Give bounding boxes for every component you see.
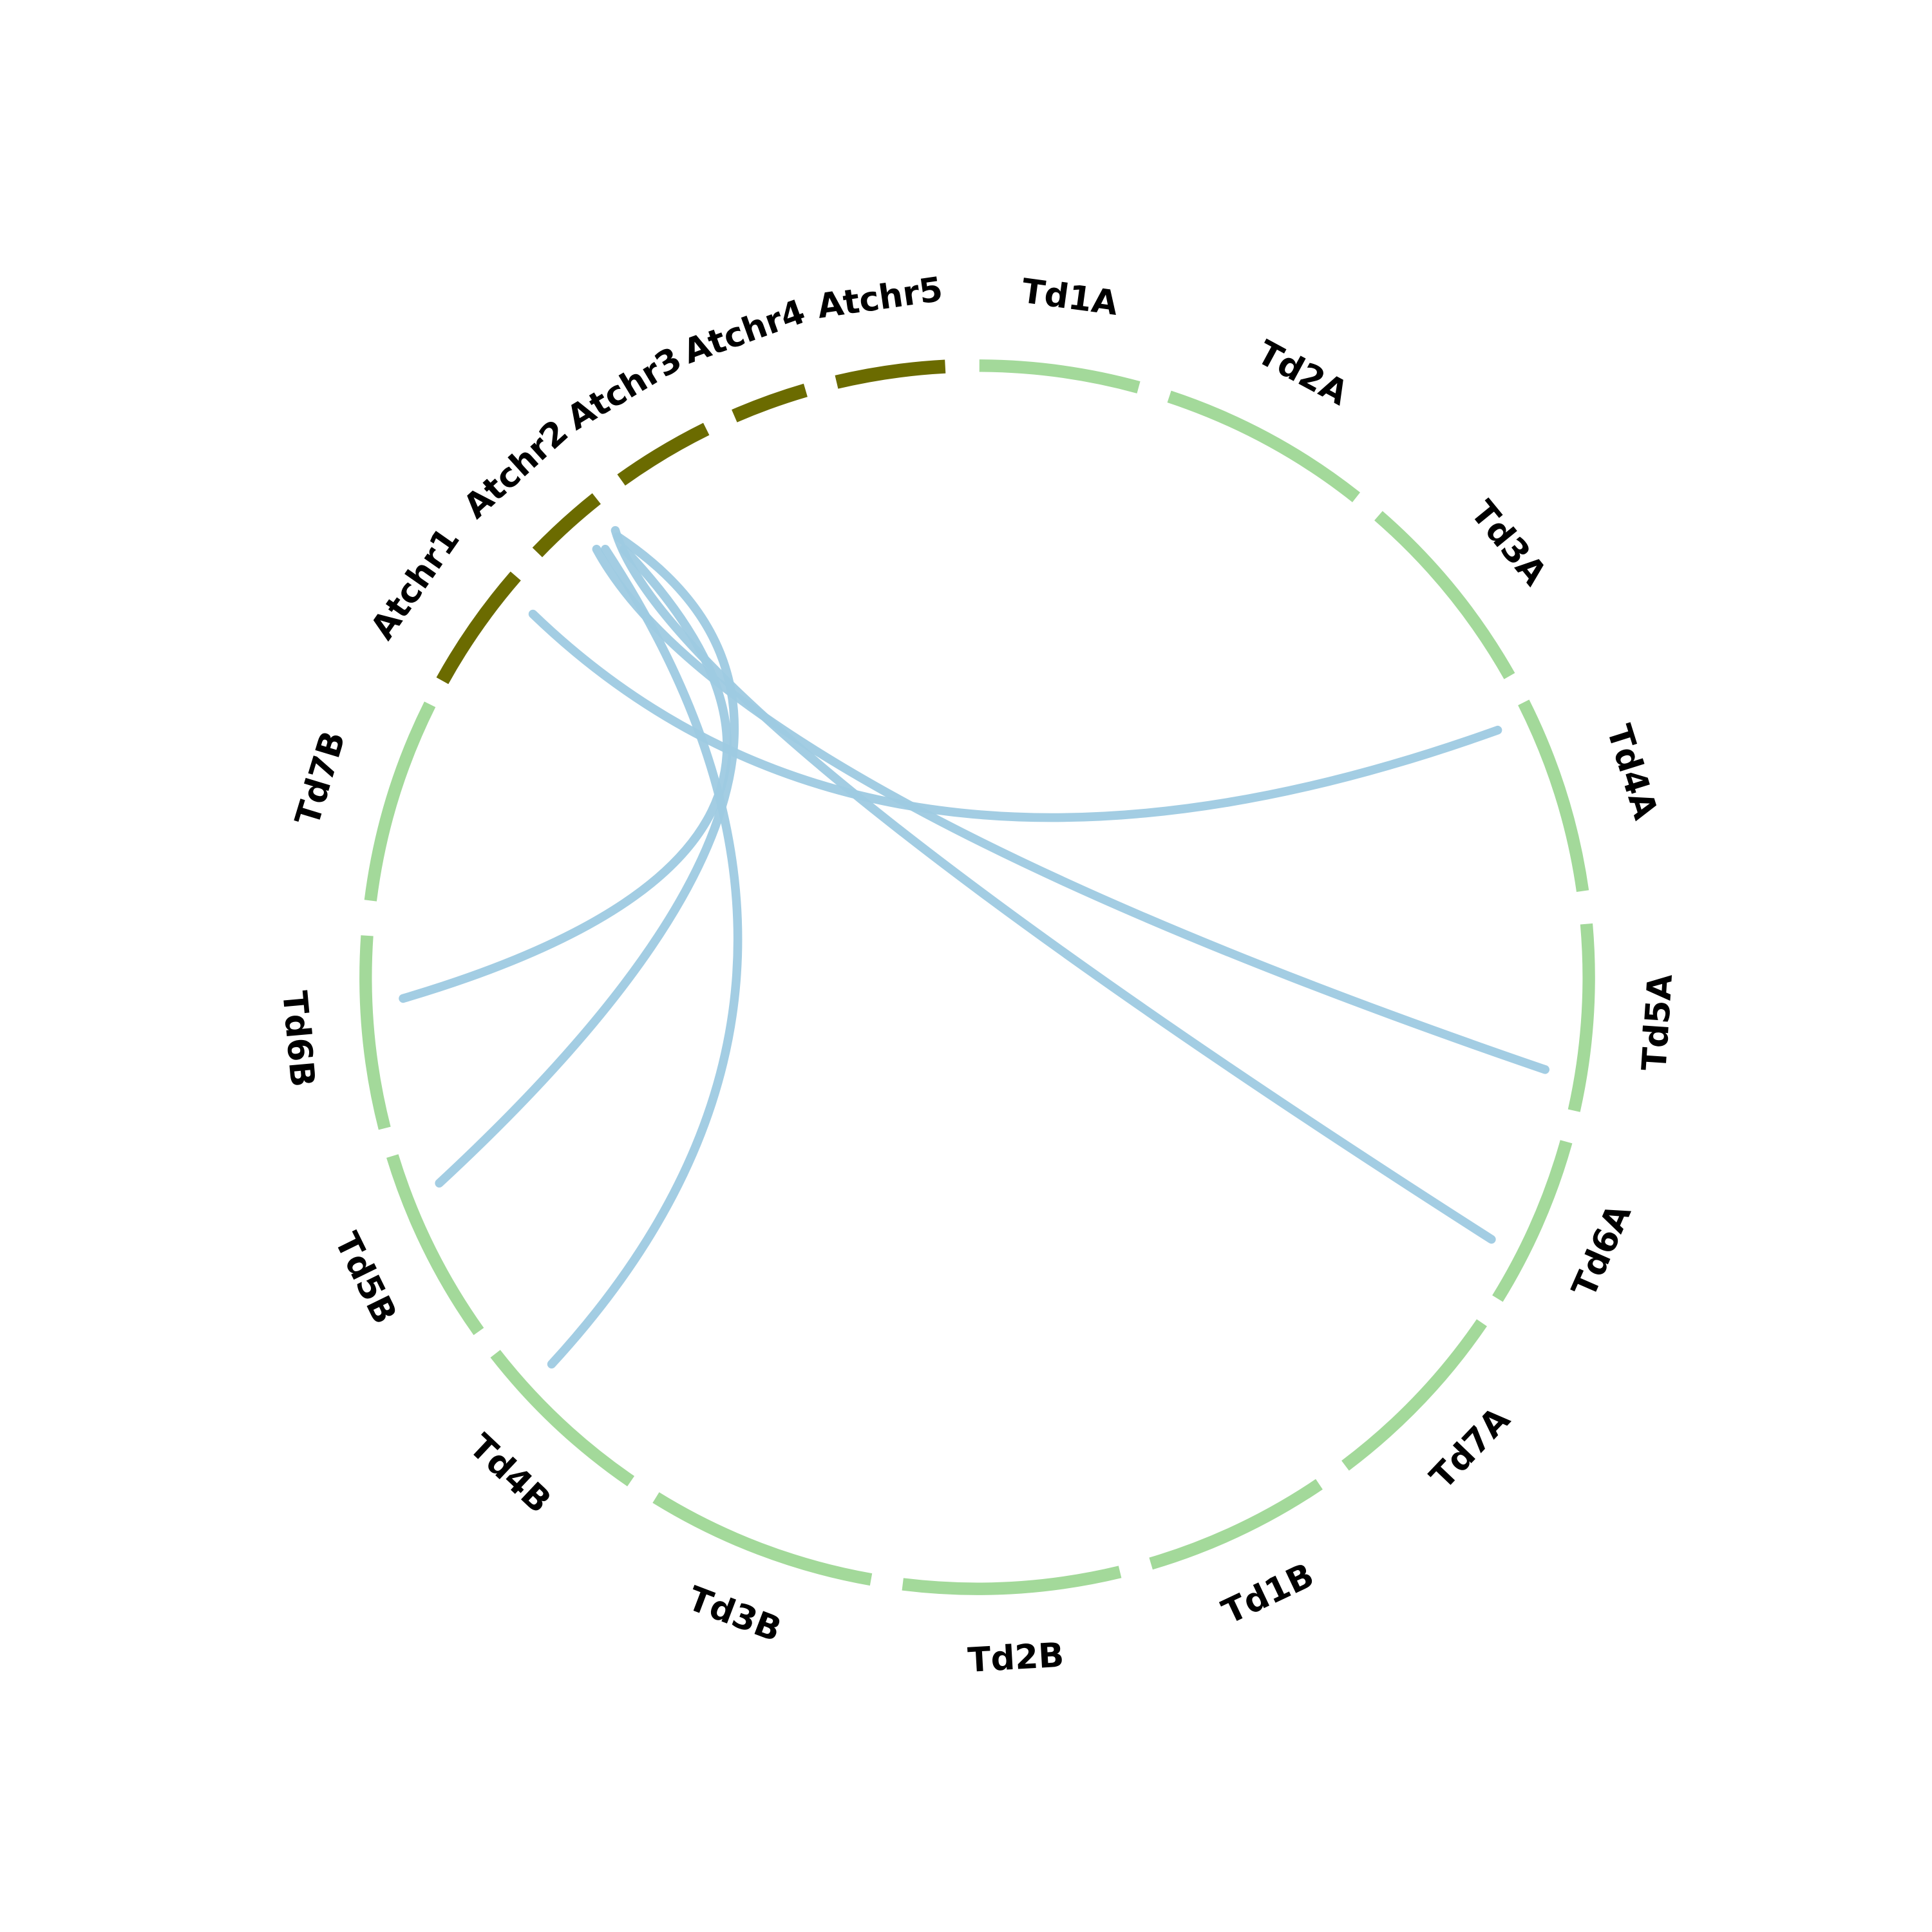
segment-label: Td3B: [683, 1579, 786, 1650]
segment-arc: [1518, 699, 1589, 893]
segment-arc: [1374, 511, 1515, 679]
link: [547, 544, 743, 1368]
link: [399, 544, 732, 1003]
segment-arc: [386, 1154, 484, 1336]
segment-label: Td2A: [1251, 333, 1354, 413]
segment-arc: [1341, 1319, 1487, 1471]
segment-label: Td6A: [1564, 1198, 1639, 1303]
segment-arc: [490, 1350, 635, 1487]
segment-label: Td3A: [1463, 493, 1554, 593]
segment-label: Td7A: [1423, 1399, 1518, 1497]
segment-label: Td6B: [274, 989, 322, 1088]
segment-label: Td5A: [1634, 972, 1680, 1072]
segment-label: Td5B: [327, 1226, 404, 1330]
segment-label: Atchr2: [456, 412, 576, 526]
segment-label: Atchr4: [678, 292, 810, 372]
segment-arc: [652, 1492, 873, 1586]
segment-arc: [835, 359, 946, 389]
segment-arc: [1567, 923, 1595, 1112]
segment-label: Td1A: [1019, 271, 1121, 323]
segment-label: Td4B: [462, 1426, 559, 1521]
segment-arc: [436, 571, 521, 685]
segment-label: Td4A: [1599, 720, 1665, 824]
segment-label: Atchr3: [560, 339, 688, 438]
link: [528, 609, 1502, 822]
segment-label: Td1B: [1216, 1555, 1320, 1632]
segment-label: Td2B: [967, 1636, 1065, 1680]
segment-arc: [902, 1566, 1122, 1595]
segment-arc: [359, 935, 391, 1130]
links: [399, 526, 1550, 1368]
segment-label: Atchr1: [363, 521, 467, 647]
segment-label: Td7B: [288, 726, 354, 830]
segment-arc: [979, 359, 1141, 393]
segment-arc: [617, 422, 710, 486]
segment-arc: [1149, 1479, 1323, 1570]
link: [611, 526, 1496, 1244]
segment-label: Atchr5: [815, 270, 945, 327]
segment-arc: [1492, 1140, 1573, 1302]
segment-arc: [1167, 390, 1360, 502]
segment-arc: [364, 701, 436, 902]
segment-arc: [532, 493, 601, 558]
segment-arc: [732, 383, 808, 422]
